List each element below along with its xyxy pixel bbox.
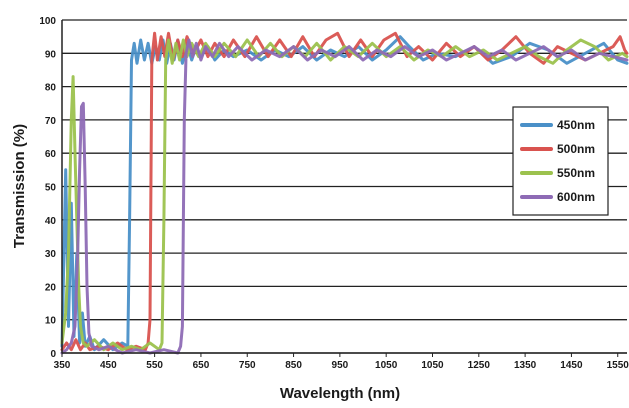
x-tick-label: 750 [239,360,256,371]
x-tick-label: 950 [332,360,349,371]
x-tick-label: 850 [285,360,302,371]
y-tick-label: 60 [45,149,57,160]
x-tick-labels: 350 450 550 650 750 850 950 1050 1050 1250 1350 145… [54,360,629,371]
legend-label: 450nm [557,118,595,132]
x-tick-label: 1350 [514,360,537,371]
y-tick-label: 10 [45,316,57,327]
x-axis-title: Wavelength (nm) [280,385,400,402]
x-tick-label: 1050 [375,360,398,371]
legend-label: 500nm [557,142,595,156]
y-tick-label: 50 [45,183,57,194]
y-tick-label: 70 [45,116,57,127]
x-tick-label: 1450 [560,360,583,371]
legend: 450nm 500nm 550nm 600nm [512,106,609,216]
x-tick-label: 1250 [468,360,491,371]
series-line-600nm [60,38,629,355]
x-tick-label: 650 [193,360,210,371]
y-tick-label: 30 [45,249,57,260]
y-tick-labels: 0 10 20 30 40 50 60 70 80 90 100 [39,16,56,360]
y-tick-label: 80 [45,83,57,94]
x-tick-label: 450 [100,360,117,371]
legend-label: 600nm [557,190,595,204]
y-tick-label: 20 [45,282,57,293]
y-tick-label: 90 [45,49,57,60]
x-tick-label: 550 [146,360,163,371]
y-tick-label: 100 [39,16,56,27]
x-tick-label: 1050 [421,360,444,371]
series-lines [60,31,629,355]
x-tick-label: 1550 [607,360,629,371]
axes [61,20,627,357]
x-tick-label: 350 [54,360,71,371]
legend-label: 550nm [557,166,595,180]
y-axis-title: Transmission (%) [11,124,28,248]
y-tick-label: 40 [45,216,57,227]
y-tick-label: 0 [50,349,56,360]
